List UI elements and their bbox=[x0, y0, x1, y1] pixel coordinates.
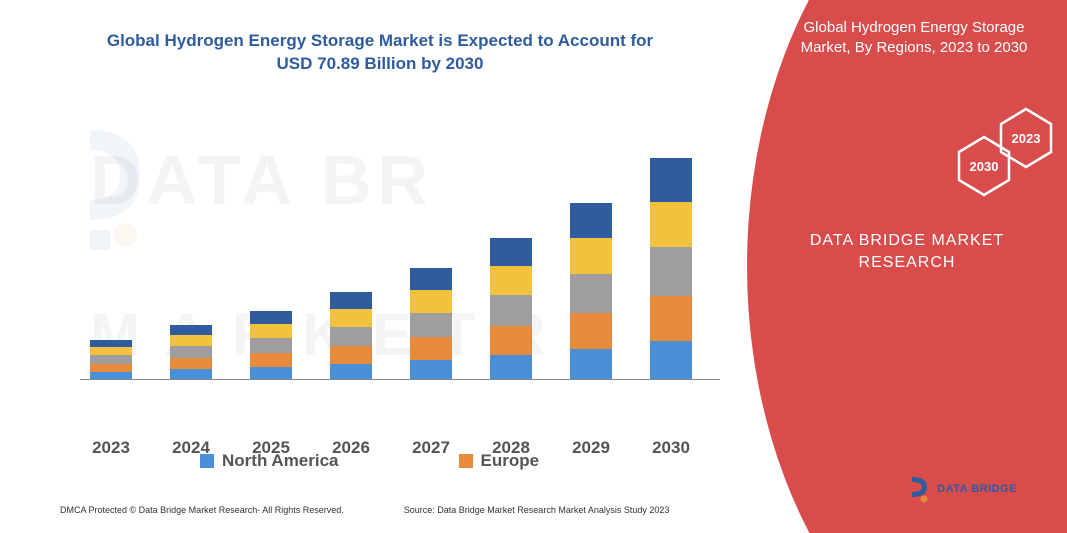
seg-blue_dark bbox=[570, 203, 612, 238]
bar-2030 bbox=[650, 158, 692, 379]
seg-blue_light bbox=[490, 355, 532, 379]
logo-text: DATA BRIDGE bbox=[937, 483, 1017, 495]
seg-gray bbox=[90, 355, 132, 364]
legend-swatch bbox=[459, 454, 473, 468]
seg-gray bbox=[410, 313, 452, 337]
bar-2028 bbox=[490, 238, 532, 379]
seg-orange bbox=[570, 313, 612, 349]
seg-yellow bbox=[570, 238, 612, 274]
seg-orange bbox=[490, 326, 532, 355]
seg-blue_dark bbox=[490, 238, 532, 266]
seg-blue_light bbox=[410, 360, 452, 379]
seg-blue_dark bbox=[250, 311, 292, 324]
seg-blue_dark bbox=[410, 268, 452, 290]
footer-source: Source: Data Bridge Market Research Mark… bbox=[404, 505, 670, 515]
bar-2027 bbox=[410, 268, 452, 379]
seg-blue_light bbox=[170, 369, 212, 379]
seg-orange bbox=[410, 337, 452, 360]
chart-legend: North America Europe bbox=[200, 451, 539, 471]
seg-yellow bbox=[170, 335, 212, 346]
seg-blue_light bbox=[90, 372, 132, 379]
hex-label: 2030 bbox=[970, 159, 999, 174]
x-label: 2023 bbox=[81, 438, 141, 458]
seg-gray bbox=[330, 327, 372, 346]
seg-orange bbox=[170, 358, 212, 369]
seg-gray bbox=[170, 346, 212, 358]
chart-title: Global Hydrogen Energy Storage Market is… bbox=[0, 0, 760, 86]
seg-yellow bbox=[250, 324, 292, 338]
hex-2023: 2023 bbox=[999, 107, 1053, 169]
bar-2026 bbox=[330, 292, 372, 379]
seg-yellow bbox=[90, 347, 132, 355]
seg-blue_dark bbox=[90, 340, 132, 347]
hex-label: 2023 bbox=[1012, 131, 1041, 146]
seg-gray bbox=[250, 338, 292, 353]
seg-yellow bbox=[490, 266, 532, 295]
seg-gray bbox=[490, 295, 532, 326]
bar-2025 bbox=[250, 311, 292, 379]
seg-blue_dark bbox=[650, 158, 692, 202]
seg-orange bbox=[330, 346, 372, 364]
seg-blue_dark bbox=[170, 325, 212, 335]
footer: DMCA Protected © Data Bridge Market Rese… bbox=[60, 505, 669, 515]
x-label: 2029 bbox=[561, 438, 621, 458]
footer-copyright: DMCA Protected © Data Bridge Market Rese… bbox=[60, 505, 344, 515]
seg-gray bbox=[570, 274, 612, 313]
company-logo: DATA BRIDGE bbox=[909, 475, 1017, 503]
seg-blue_light bbox=[650, 341, 692, 379]
seg-orange bbox=[90, 364, 132, 372]
seg-blue_light bbox=[250, 367, 292, 379]
legend-item-north-america: North America bbox=[200, 451, 339, 471]
legend-swatch bbox=[200, 454, 214, 468]
seg-orange bbox=[650, 296, 692, 341]
chart-plot-area bbox=[80, 120, 720, 380]
seg-yellow bbox=[330, 309, 372, 327]
chart-container: 20232024202520262027202820292030 bbox=[80, 120, 720, 410]
seg-blue_light bbox=[570, 349, 612, 379]
legend-label: North America bbox=[222, 451, 339, 471]
seg-yellow bbox=[410, 290, 452, 313]
seg-yellow bbox=[650, 202, 692, 247]
legend-label: Europe bbox=[481, 451, 540, 471]
main-chart-panel: DATA BR M A R K E T R E Global Hydrogen … bbox=[0, 0, 760, 533]
logo-icon bbox=[909, 475, 931, 503]
seg-orange bbox=[250, 353, 292, 367]
bar-2023 bbox=[90, 340, 132, 379]
x-label: 2030 bbox=[641, 438, 701, 458]
bar-2029 bbox=[570, 203, 612, 379]
bar-2024 bbox=[170, 325, 212, 379]
seg-blue_light bbox=[330, 364, 372, 379]
side-title: Global Hydrogen Energy Storage Market, B… bbox=[779, 18, 1049, 57]
brand-name: DATA BRIDGE MARKET RESEARCH bbox=[787, 230, 1027, 275]
seg-gray bbox=[650, 247, 692, 296]
side-panel: Global Hydrogen Energy Storage Market, B… bbox=[747, 0, 1067, 533]
seg-blue_dark bbox=[330, 292, 372, 309]
legend-item-europe: Europe bbox=[459, 451, 540, 471]
